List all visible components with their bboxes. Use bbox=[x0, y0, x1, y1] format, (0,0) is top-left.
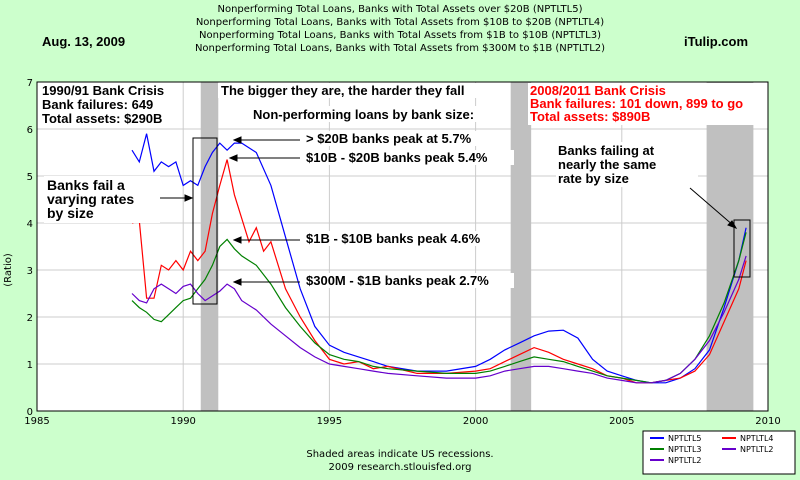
brand-label: iTulip.com bbox=[684, 34, 748, 49]
y-tick-label: 2 bbox=[27, 313, 33, 324]
highlight-box-2009 bbox=[733, 219, 751, 278]
crisis-1990-box: 1990/91 Bank Crisis Bank failures: 649 T… bbox=[38, 83, 180, 127]
fail-rates-line-1: Banks fail a bbox=[47, 177, 125, 193]
crisis1-line-1: 1990/91 Bank Crisis bbox=[42, 83, 164, 98]
crisis2-line-3: Total assets: $890B bbox=[530, 109, 650, 124]
arrow-head-peak4 bbox=[228, 154, 238, 162]
arrow-head-peak5 bbox=[232, 136, 242, 144]
peak-label-nptltl5: > $20B banks peak at 5.7% bbox=[306, 131, 472, 146]
title-line-2: Nonperforming Total Loans, Banks with To… bbox=[196, 17, 604, 28]
crisis2-line-2: Bank failures: 101 down, 899 to go bbox=[530, 96, 743, 111]
same-rate-line-1: Banks failing at bbox=[558, 143, 655, 158]
chart-titles: Nonperforming Total Loans, Banks with To… bbox=[195, 4, 605, 54]
fail-rates-line-3: by size bbox=[47, 205, 94, 221]
plot-frame bbox=[36, 81, 769, 412]
x-tick-label: 2005 bbox=[609, 416, 634, 427]
peak-label-nptltl4: $10B - $20B banks peak 5.4% bbox=[306, 150, 488, 165]
highlight-box-1991 bbox=[192, 137, 218, 305]
crisis2-line-1: 2008/2011 Bank Crisis bbox=[530, 83, 666, 98]
recession-band-3 bbox=[706, 82, 754, 411]
arrow-head-same-rate bbox=[727, 220, 738, 229]
y-tick-label: 6 bbox=[27, 125, 33, 136]
legend-box bbox=[642, 430, 796, 475]
x-axis-ticks: 1985 1990 1995 2000 2005 2010 bbox=[24, 416, 780, 427]
arrow-head-fail-rates bbox=[184, 194, 194, 202]
arrow-head-peak2 bbox=[232, 278, 242, 286]
fail-rates-line-2: varying rates bbox=[47, 191, 134, 207]
recession-band-1 bbox=[200, 82, 219, 411]
arrow-same-rate bbox=[689, 187, 735, 227]
same-rate-note: Banks failing at nearly the same rate by… bbox=[556, 142, 698, 187]
title-line-3: Nonperforming Total Loans, Banks with To… bbox=[199, 30, 601, 41]
y-tick-label: 0 bbox=[27, 407, 33, 418]
recession-band-2 bbox=[510, 82, 532, 411]
date-label: Aug. 13, 2009 bbox=[42, 34, 125, 49]
annotation-arrows bbox=[160, 136, 738, 286]
headline: The bigger they are, the harder they fal… bbox=[221, 83, 464, 98]
fail-rates-note: Banks fail a varying rates by size bbox=[44, 176, 160, 223]
y-tick-label: 4 bbox=[27, 219, 33, 230]
subhead: Non-performing loans by bank size: bbox=[253, 107, 474, 122]
y-tick-label: 3 bbox=[27, 266, 33, 277]
crisis1-line-3: Total assets: $290B bbox=[42, 111, 162, 126]
peak-label-nptltl3: $1B - $10B banks peak 4.6% bbox=[306, 231, 481, 246]
x-tick-label: 1995 bbox=[317, 416, 342, 427]
y-tick-label: 5 bbox=[27, 172, 33, 183]
y-axis-ticks: 0 1 2 3 4 5 6 7 bbox=[27, 78, 33, 418]
headline-box: The bigger they are, the harder they fal… bbox=[218, 83, 510, 122]
x-tick-label: 2000 bbox=[463, 416, 488, 427]
series-lines bbox=[131, 133, 747, 384]
y-tick-label: 7 bbox=[27, 78, 33, 89]
arrow-head-peak3 bbox=[232, 236, 242, 244]
legend-item-label: NPTLTL3 bbox=[668, 445, 701, 454]
x-tick-label: 2010 bbox=[755, 416, 780, 427]
title-line-4: Nonperforming Total Loans, Banks with To… bbox=[195, 43, 605, 54]
legend-item-label: NPTLTL2 bbox=[668, 456, 701, 465]
footer-recessions: Shaded areas indicate US recessions. bbox=[306, 449, 493, 460]
peak-label-nptltl2: $300M - $1B banks peak 2.7% bbox=[306, 273, 489, 288]
crisis1-line-2: Bank failures: 649 bbox=[42, 97, 153, 112]
legend-item-label: NPTLTL5 bbox=[668, 434, 701, 443]
x-tick-label: 1985 bbox=[24, 416, 49, 427]
legend-item-label: NPTLTL2 bbox=[740, 445, 773, 454]
y-tick-label: 1 bbox=[27, 360, 33, 371]
same-rate-line-3: rate by size bbox=[558, 171, 629, 186]
recession-bands bbox=[200, 82, 754, 411]
y-axis-label: (Ratio) bbox=[3, 253, 14, 287]
series-line-nptltl3 bbox=[131, 232, 747, 384]
series-line-nptltl2 bbox=[131, 255, 747, 384]
footer-source: 2009 research.stlouisfed.org bbox=[328, 462, 471, 473]
title-line-1: Nonperforming Total Loans, Banks with To… bbox=[217, 4, 582, 15]
x-tick-label: 1990 bbox=[170, 416, 195, 427]
legend-item-label: NPTLTL4 bbox=[740, 434, 773, 443]
legend: NPTLTL5 NPTLTL4 NPTLTL3 NPTLTL2 NPTLTL2 bbox=[642, 430, 796, 475]
crisis-2008-box: 2008/2011 Bank Crisis Bank failures: 101… bbox=[528, 83, 767, 125]
same-rate-line-2: nearly the same bbox=[558, 157, 656, 172]
